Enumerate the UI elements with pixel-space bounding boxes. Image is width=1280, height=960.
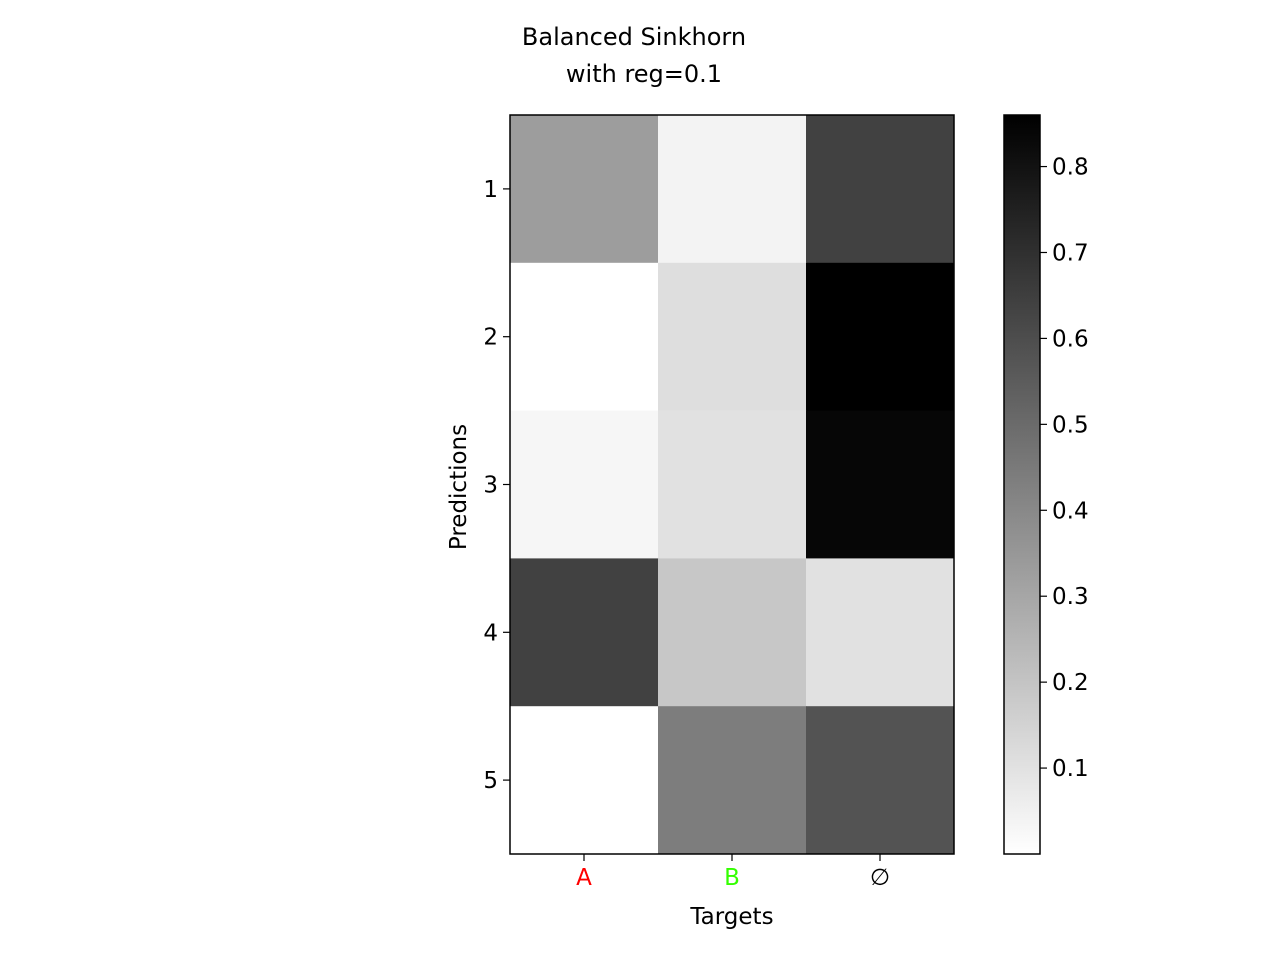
y-tick-label: 5: [483, 768, 498, 794]
heatmap-cell: [806, 115, 955, 264]
colorbar-gradient: [1003, 114, 1041, 855]
heatmap-cell: [510, 410, 659, 559]
heatmap-cell: [806, 558, 955, 707]
heatmap-cell: [658, 115, 807, 264]
heatmap-cell: [806, 706, 955, 855]
y-tick-label: 3: [483, 473, 498, 499]
heatmap-cell: [510, 706, 659, 855]
colorbar-tick-label: 0.6: [1052, 326, 1089, 352]
colorbar-tick-label: 0.5: [1052, 412, 1089, 438]
heatmap-cell: [658, 410, 807, 559]
x-axis-ticks: A B ∅: [576, 854, 890, 891]
chart-title-line-1: Balanced Sinkhorn: [522, 23, 746, 51]
x-tick-label: ∅: [870, 865, 890, 891]
x-tick-label: A: [576, 865, 592, 891]
colorbar-tick-label: 0.1: [1052, 756, 1089, 782]
heatmap-cell: [510, 115, 659, 264]
colorbar-ticks: 0.1 0.2 0.3 0.4 0.5 0.6 0.7 0.8: [1040, 155, 1089, 782]
heatmap-cell: [658, 558, 807, 707]
colorbar-tick-label: 0.7: [1052, 240, 1089, 266]
heatmap-cell: [806, 262, 955, 412]
heatmap-cell: [806, 410, 955, 559]
heatmap-cell: [510, 262, 659, 412]
colorbar-tick-label: 0.8: [1052, 155, 1089, 181]
y-tick-label: 4: [483, 620, 498, 646]
heatmap-cell: [658, 262, 807, 412]
heatmap-cell: [510, 558, 659, 707]
y-axis-label: Predictions: [446, 424, 472, 550]
y-tick-label: 1: [483, 177, 498, 203]
y-axis-ticks: 1 2 3 4 5: [483, 177, 510, 794]
colorbar-tick-label: 0.2: [1052, 670, 1089, 696]
heatmap-cell: [658, 706, 807, 855]
heatmap-cells: [510, 115, 955, 855]
chart-title-line-2: with reg=0.1: [566, 60, 722, 88]
colorbar-tick-label: 0.3: [1052, 584, 1089, 610]
colorbar-tick-label: 0.4: [1052, 498, 1089, 524]
x-tick-label: B: [724, 865, 740, 891]
y-tick-label: 2: [483, 325, 498, 351]
x-axis-label: Targets: [689, 904, 773, 930]
